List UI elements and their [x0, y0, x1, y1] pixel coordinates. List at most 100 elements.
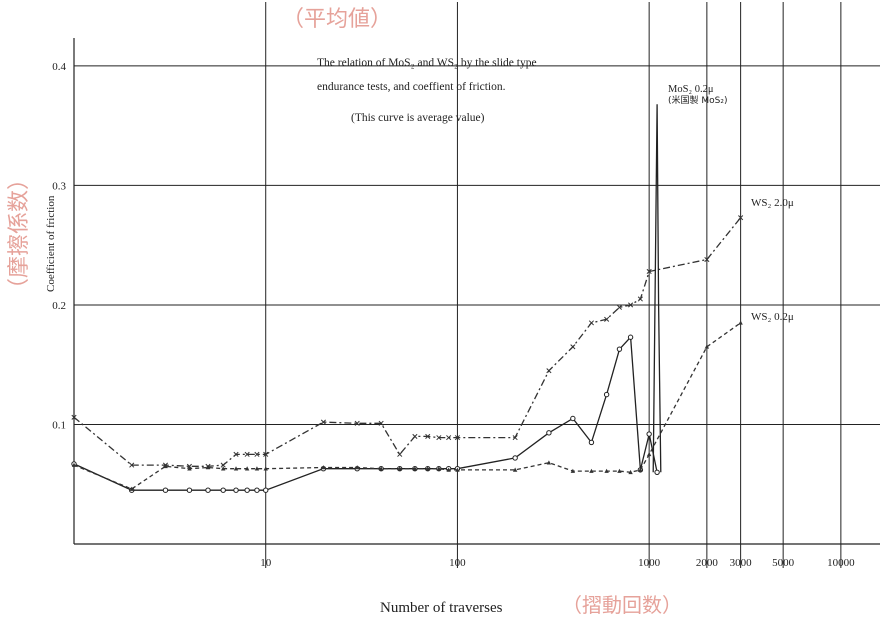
series-line-1 [73, 335, 658, 491]
series-line-0 [73, 217, 742, 467]
data-point-circle [244, 487, 250, 493]
data-point-triangle [436, 466, 442, 471]
data-point-triangle [129, 486, 134, 491]
data-point-circle [654, 469, 660, 475]
data-point-triangle [397, 466, 402, 471]
data-point-triangle [604, 468, 609, 473]
data-point-circle [220, 487, 226, 493]
data-point-x [412, 433, 418, 439]
data-point-x [738, 215, 744, 221]
data-point-x [425, 433, 431, 439]
data-point-triangle [354, 465, 360, 470]
data-point-x [397, 451, 403, 457]
data-point-triangle [589, 468, 594, 473]
data-point-circle [263, 487, 269, 493]
data-point-x [354, 420, 360, 426]
data-point-triangle [163, 463, 168, 469]
data-point-triangle [446, 467, 451, 472]
data-point-x [436, 435, 442, 441]
data-point-x [244, 451, 250, 457]
data-point-x [616, 304, 623, 310]
data-point-x [512, 435, 518, 441]
y-tick-label: 0.3 [52, 180, 66, 192]
annotation-ws2-20: WS₂ 2.0μ [751, 197, 794, 209]
data-point-x [220, 462, 226, 468]
data-point-triangle [628, 469, 633, 475]
data-point-x [254, 451, 260, 457]
chart-title-line2: endurance tests, and coeffient of fricti… [317, 81, 506, 93]
data-point-x [320, 419, 326, 425]
data-point-triangle [425, 466, 430, 471]
data-point-x [454, 435, 460, 441]
data-point-x [604, 316, 610, 322]
data-point-triangle [455, 467, 460, 472]
data-point-x [378, 420, 384, 426]
data-point-triangle [244, 466, 250, 471]
data-point-circle [627, 334, 634, 340]
data-point-x [646, 268, 652, 275]
annotation-ws2-02: WS₂ 0.2μ [751, 311, 794, 323]
data-point-triangle [263, 466, 268, 471]
data-point-triangle [512, 467, 518, 472]
y-tick-label: 0.4 [52, 61, 66, 73]
data-point-x [233, 451, 239, 457]
x-tick-label: 2000 [696, 557, 719, 569]
data-point-triangle [254, 466, 260, 471]
x-axis-label-jp: （摺動回数） [562, 593, 682, 617]
data-point-x [263, 451, 269, 457]
chart-title-line1: The relation of MoS₂ and WS₂ by the slid… [317, 57, 537, 69]
data-point-triangle [646, 451, 652, 457]
data-point-x [637, 296, 643, 302]
data-point-triangle [570, 468, 576, 473]
y-axis-label: Coefficient of friction [45, 195, 57, 292]
data-point-circle [512, 455, 518, 461]
x-tick-label: 10000 [827, 557, 855, 569]
data-point-x [628, 302, 634, 308]
data-point-x [588, 320, 594, 326]
data-point-circle [186, 487, 193, 493]
data-point-x [546, 368, 552, 374]
data-point-circle [570, 415, 576, 422]
data-point-circle [546, 430, 552, 436]
data-point-circle [603, 391, 610, 398]
data-point-triangle [704, 344, 710, 349]
annotation-mos2: MoS₂ 0.2μ [668, 84, 714, 95]
grid [73, 2, 880, 568]
data-point-triangle [617, 468, 622, 473]
data-point-triangle [71, 462, 77, 467]
annotation-mos2-sub: (米国製 MoS₂) [668, 94, 727, 106]
series-layer [71, 104, 744, 493]
data-point-triangle [638, 467, 643, 472]
data-point-x [129, 462, 135, 468]
data-point-x [570, 344, 576, 350]
data-point-triangle [220, 466, 226, 471]
series-line-2 [73, 322, 741, 490]
x-tick-label: 3000 [730, 557, 753, 569]
data-point-triangle [412, 466, 418, 471]
y-tick-label: 0.1 [52, 419, 66, 431]
y-tick-label: 0.2 [52, 300, 66, 312]
data-point-circle [646, 431, 652, 437]
data-point-triangle [738, 320, 743, 325]
x-tick-label: 100 [449, 557, 466, 569]
data-point-triangle [205, 465, 211, 470]
series-line-3 [652, 104, 662, 473]
data-point-triangle [378, 466, 384, 471]
x-tick-label: 1000 [638, 557, 661, 569]
x-tick-label: 10 [260, 557, 272, 569]
data-point-x [704, 256, 710, 263]
data-point-x [446, 435, 452, 441]
x-tick-label: 5000 [772, 557, 795, 569]
data-point-triangle [321, 465, 326, 470]
jp-title: （平均値） [282, 7, 392, 32]
x-axis-label: Number of traverses [380, 600, 503, 616]
data-point-triangle [233, 466, 239, 471]
data-point-triangle [187, 466, 192, 471]
data-point-triangle [546, 460, 552, 465]
data-point-circle [162, 487, 169, 493]
data-point-circle [616, 346, 623, 352]
chart-title-note: (This curve is average value) [351, 112, 485, 124]
data-point-circle [588, 439, 595, 446]
data-point-circle [205, 487, 211, 493]
